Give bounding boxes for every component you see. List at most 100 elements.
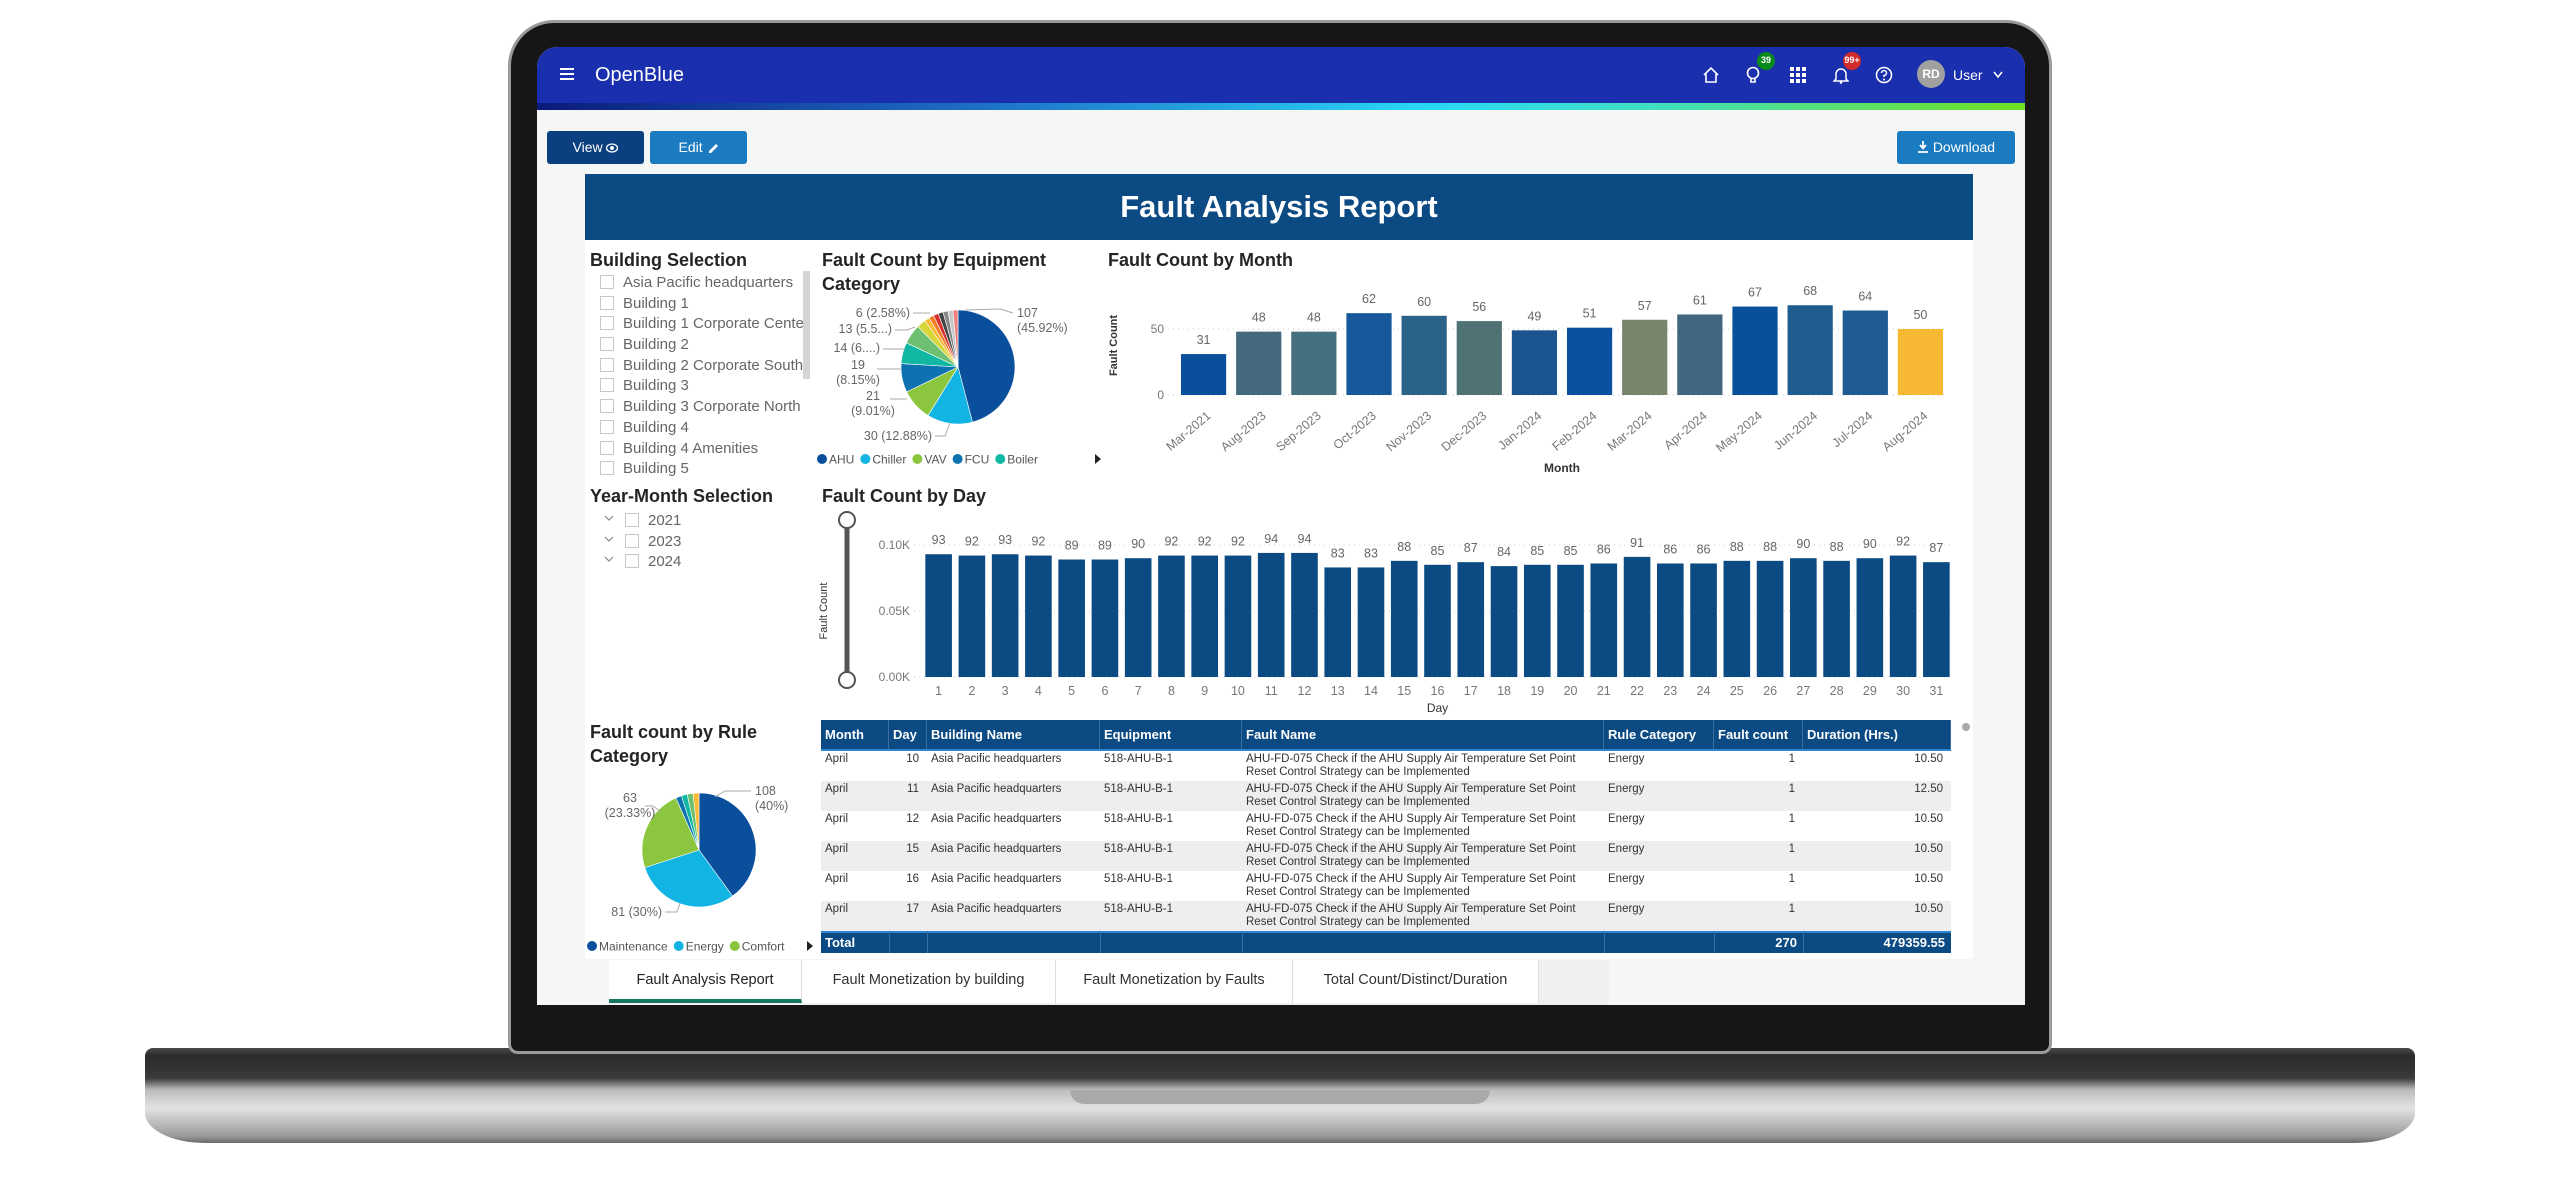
building-option[interactable]: Asia Pacific headquarters <box>600 273 815 294</box>
bar[interactable] <box>1025 555 1052 677</box>
user-menu-label[interactable]: User <box>1953 67 1983 83</box>
checkbox[interactable] <box>625 554 639 569</box>
slider-handle-bottom[interactable] <box>838 671 856 689</box>
checkbox[interactable] <box>625 533 639 548</box>
column-header[interactable]: Rule Category <box>1604 720 1714 749</box>
tab-fault-analysis-report[interactable]: Fault Analysis Report <box>609 960 802 1003</box>
checkbox[interactable] <box>600 399 614 414</box>
bar[interactable] <box>1756 560 1784 677</box>
table-row[interactable]: April 16 Asia Pacific headquarters 518-AHU-… <box>821 871 1951 901</box>
legend-entry[interactable]: Energy <box>686 940 724 954</box>
tab-fault-monetization-by-building[interactable]: Fault Monetization by building <box>802 960 1056 1003</box>
bar[interactable] <box>1787 305 1833 395</box>
bar[interactable] <box>1457 562 1485 677</box>
building-option[interactable]: Building 1 Corporate Center <box>600 314 815 335</box>
building-option[interactable]: Building 4 Amenities <box>600 439 815 460</box>
column-header[interactable]: Month <box>821 720 889 749</box>
legend-entry[interactable]: FCU <box>965 453 990 467</box>
checkbox[interactable] <box>600 419 614 434</box>
table-row[interactable]: April 12 Asia Pacific headquarters 518-AHU-… <box>821 811 1951 841</box>
bar[interactable] <box>1091 559 1119 677</box>
bell-icon[interactable] <box>1833 66 1849 84</box>
pie-slice[interactable] <box>957 309 1016 423</box>
bar[interactable] <box>1732 306 1778 395</box>
checkbox[interactable] <box>600 337 614 352</box>
checkbox[interactable] <box>600 316 614 331</box>
bar[interactable] <box>1456 321 1502 395</box>
bar[interactable] <box>1058 559 1085 677</box>
tab-total-count-distinct-duration[interactable]: Total Count/Distinct/Duration <box>1293 960 1539 1003</box>
tab-fault-monetization-by-faults[interactable]: Fault Monetization by Faults <box>1056 960 1293 1003</box>
chevron-down-icon[interactable] <box>603 555 625 565</box>
bar[interactable] <box>1566 327 1613 395</box>
year-option[interactable]: 2021 <box>603 511 753 532</box>
bar[interactable] <box>1690 563 1717 677</box>
bar[interactable] <box>958 555 986 677</box>
bar[interactable] <box>1897 329 1944 395</box>
checkbox[interactable] <box>600 357 614 372</box>
apps-grid-icon[interactable] <box>1790 67 1806 83</box>
bar[interactable] <box>1677 314 1723 395</box>
checkbox[interactable] <box>625 513 639 527</box>
bar[interactable] <box>1823 560 1850 677</box>
building-option[interactable]: Building 4 <box>600 418 815 439</box>
chevron-down-icon[interactable] <box>1993 71 2003 79</box>
legend-entry[interactable]: AHU <box>829 453 854 467</box>
bar[interactable] <box>1180 354 1227 395</box>
checkbox[interactable] <box>600 440 614 455</box>
pie-slice[interactable] <box>692 792 700 851</box>
building-option[interactable]: Building 2 Corporate South <box>600 356 815 377</box>
building-option[interactable]: Building 3 Corporate North <box>600 397 815 418</box>
bar[interactable] <box>1236 331 1282 395</box>
chevron-down-icon[interactable] <box>603 514 625 524</box>
bar[interactable] <box>1401 315 1447 395</box>
column-header[interactable]: Fault count <box>1714 720 1803 749</box>
bar[interactable] <box>1291 552 1318 677</box>
bar[interactable] <box>1324 567 1352 677</box>
building-option[interactable]: Building 5 <box>600 459 815 480</box>
bar[interactable] <box>1657 563 1684 677</box>
column-header[interactable]: Duration (Hrs.) <box>1803 720 1951 749</box>
bar[interactable] <box>1557 564 1584 677</box>
legend-entry[interactable]: VAV <box>924 453 946 467</box>
column-header[interactable]: Fault Name <box>1242 720 1604 749</box>
checkbox[interactable] <box>600 275 614 289</box>
pie-slice[interactable] <box>641 797 700 868</box>
bar[interactable] <box>925 554 952 677</box>
bar[interactable] <box>1511 330 1558 395</box>
bar[interactable] <box>1257 552 1285 677</box>
bar[interactable] <box>1723 560 1751 677</box>
chevron-down-icon[interactable] <box>603 535 625 545</box>
bar[interactable] <box>1923 562 1950 677</box>
pie-slice[interactable] <box>644 849 733 908</box>
bar[interactable] <box>1291 331 1337 395</box>
pie-slice[interactable] <box>698 792 757 897</box>
legend-entry[interactable]: Maintenance <box>599 940 668 954</box>
table-scroll-indicator[interactable] <box>1962 723 1970 731</box>
bar[interactable] <box>1889 555 1917 677</box>
edit-button[interactable]: Edit <box>650 131 747 164</box>
checkbox[interactable] <box>600 461 614 476</box>
home-icon[interactable] <box>1702 66 1720 84</box>
building-option[interactable]: Building 2 <box>600 335 815 356</box>
menu-icon[interactable] <box>559 67 575 81</box>
slicer-scrollbar[interactable] <box>803 271 810 379</box>
bar[interactable] <box>1357 567 1385 677</box>
table-row[interactable]: April 10 Asia Pacific headquarters 518-AHU-… <box>821 751 1951 781</box>
table-row[interactable]: April 15 Asia Pacific headquarters 518-AHU-… <box>821 841 1951 871</box>
bar[interactable] <box>1424 564 1451 677</box>
building-option[interactable]: Building 3 <box>600 376 815 397</box>
legend-next-arrow-icon[interactable] <box>807 941 813 951</box>
legend-entry[interactable]: Boiler <box>1007 453 1038 467</box>
lightbulb-icon[interactable] <box>1745 66 1761 84</box>
column-header[interactable]: Building Name <box>927 720 1100 749</box>
bar[interactable] <box>1346 313 1392 395</box>
year-option[interactable]: 2024 <box>603 552 753 573</box>
year-option[interactable]: 2023 <box>603 532 753 553</box>
legend-next-arrow-icon[interactable] <box>1095 454 1101 464</box>
pie-slice[interactable] <box>952 309 959 368</box>
avatar[interactable]: RD <box>1917 60 1945 88</box>
bar[interactable] <box>1623 556 1651 677</box>
checkbox[interactable] <box>600 295 614 310</box>
bar[interactable] <box>1390 560 1418 677</box>
